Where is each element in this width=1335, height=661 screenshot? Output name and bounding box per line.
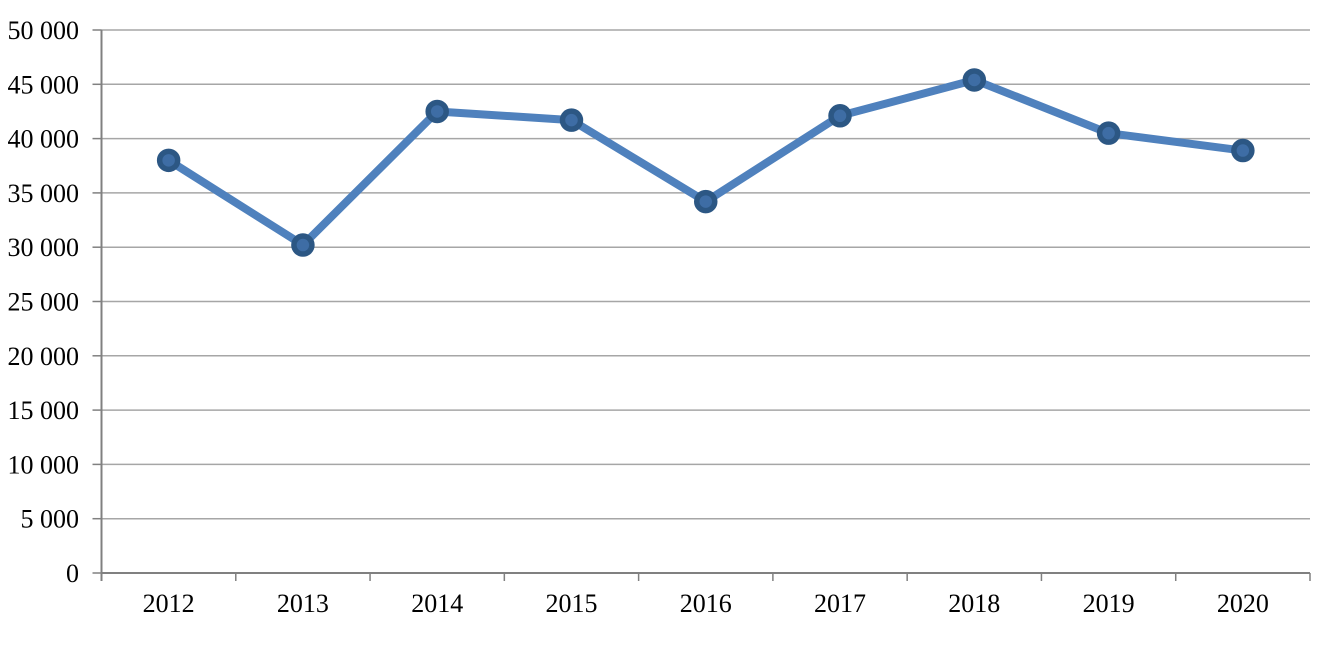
y-axis-tick-label: 20 000 [8,342,80,371]
data-point-marker-2016 [694,189,718,214]
x-axis-tick-label-2017: 2017 [814,589,866,618]
y-axis-tick-label: 0 [66,559,79,588]
y-axis-tick-label: 15 000 [8,396,80,425]
data-point-marker-2013 [291,233,315,257]
x-axis-tick-label-2016: 2016 [680,589,732,618]
x-axis-tick-label-2018: 2018 [948,589,1000,618]
data-point-marker-2019 [1096,121,1121,145]
x-axis-tick-label-2015: 2015 [545,589,597,618]
x-axis-tick-label-2012: 2012 [143,589,195,618]
y-axis-tick-label: 5 000 [21,505,80,534]
x-axis-tick-label-2014: 2014 [411,589,463,618]
y-axis-tick-label: 30 000 [8,233,80,262]
x-axis-tick-label-2013: 2013 [277,589,329,618]
data-point-marker-2014 [425,99,449,124]
data-point-marker-2015 [559,108,584,132]
series-line [164,75,1247,250]
data-point-marker-2018 [962,68,987,92]
y-axis-tick-label: 40 000 [8,125,80,154]
x-axis-tick-label-2020: 2020 [1217,589,1269,618]
data-point-marker-2012 [156,148,181,173]
data-point-marker-2017 [828,104,852,128]
data-point-marker-2020 [1231,138,1255,163]
y-axis-tick-label: 35 000 [8,179,80,208]
y-axis-tick-label: 45 000 [8,70,80,99]
y-axis-tick-label: 25 000 [8,288,80,317]
y-axis-tick-label: 10 000 [8,450,80,479]
x-axis-tick-label-2019: 2019 [1083,589,1135,618]
y-axis-tick-label: 50 000 [8,16,80,45]
